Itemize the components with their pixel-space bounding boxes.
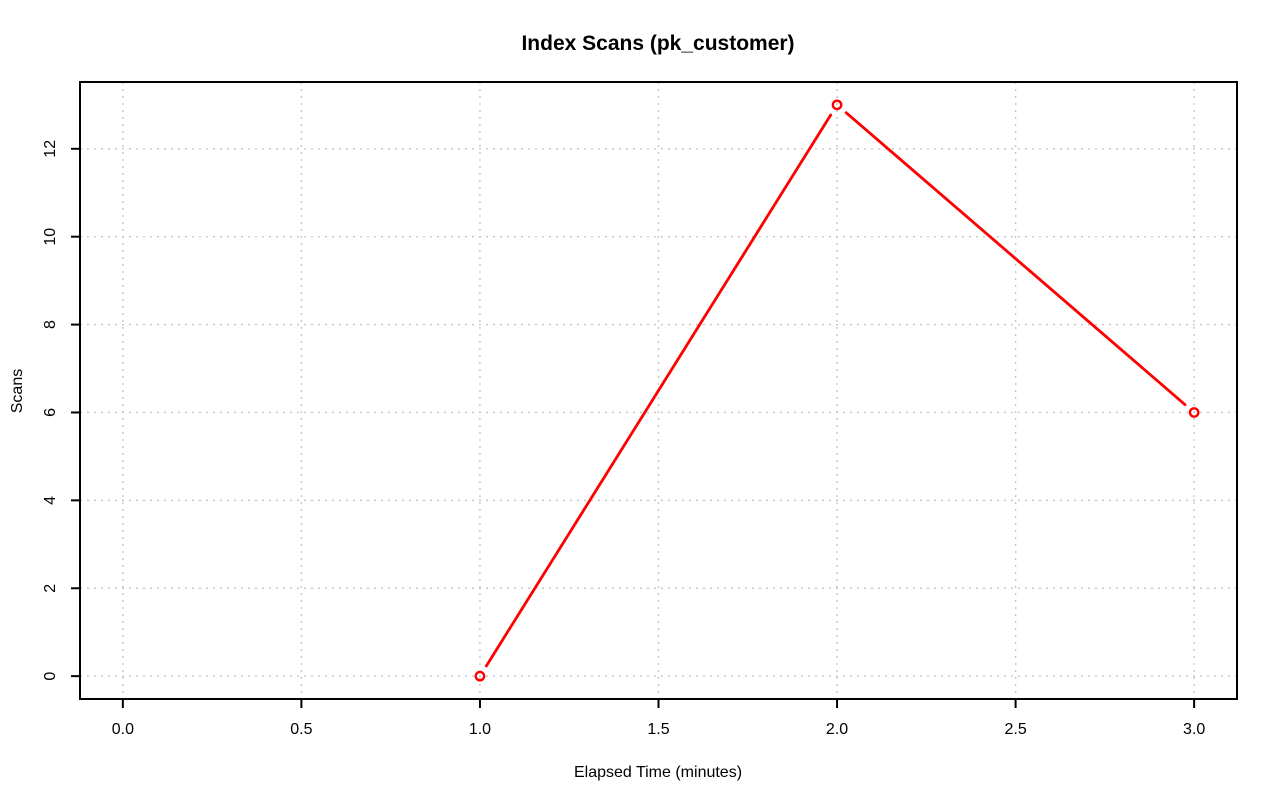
y-tick-label: 4 xyxy=(42,496,59,505)
data-line-segment xyxy=(484,113,833,668)
data-point xyxy=(474,670,486,682)
y-tick-label: 8 xyxy=(42,320,59,329)
x-tick-label: 2.0 xyxy=(826,721,848,738)
axis-layer: 0.0 0.5 1.0 1.5 2.0 2.5 3.0 0 2 4 6 8 10 12 xyxy=(42,81,1238,738)
x-axis-label: Elapsed Time (minutes) xyxy=(574,764,742,781)
y-axis-label: Scans xyxy=(9,369,26,413)
x-tick-label: 1.5 xyxy=(647,721,669,738)
y-tick-label: 12 xyxy=(42,140,59,158)
x-tick-label: 1.0 xyxy=(469,721,491,738)
y-tick-label: 10 xyxy=(42,228,59,246)
x-tick-label: 0.5 xyxy=(290,721,312,738)
y-tick-label: 2 xyxy=(42,584,59,593)
data-point xyxy=(1188,407,1200,418)
x-tick-label: 0.0 xyxy=(112,721,134,738)
y-tick-label: 0 xyxy=(42,672,59,681)
chart-title: Index Scans (pk_customer) xyxy=(521,32,794,55)
y-tick-label: 6 xyxy=(42,408,59,417)
data-point xyxy=(831,99,843,111)
x-tick-label: 3.0 xyxy=(1183,721,1205,738)
x-tick-label: 2.5 xyxy=(1004,721,1026,738)
series-layer xyxy=(474,99,1200,682)
data-line-segment xyxy=(844,111,1187,407)
